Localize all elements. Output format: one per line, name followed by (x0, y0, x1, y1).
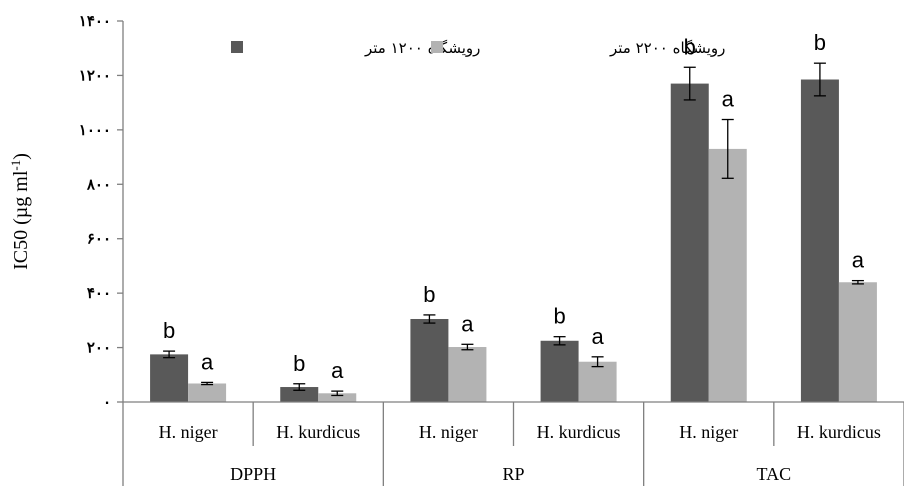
y-tick-label: ٠ (103, 393, 111, 411)
bar (410, 318, 449, 402)
significance-letter: b (553, 304, 565, 329)
y-tick-label: ١٢٠٠ (79, 66, 111, 84)
bar (708, 148, 747, 402)
y-axis-title-close: ) (10, 153, 32, 160)
y-tick-label: ٢٠٠ (87, 339, 111, 357)
bar (448, 347, 487, 402)
significance-letter: b (684, 34, 696, 59)
y-tick-label: ۴٠٠ (87, 284, 111, 302)
y-tick-label: ١٠٠٠ (79, 121, 111, 139)
x-group-label: DPPH (230, 464, 276, 484)
bar (280, 387, 319, 402)
bar (188, 383, 227, 402)
significance-letter: a (852, 248, 865, 273)
legend-swatch (431, 41, 443, 53)
bar (800, 79, 839, 402)
significance-letter: a (461, 311, 474, 336)
significance-letter: a (201, 349, 214, 374)
significance-letter: a (722, 87, 735, 112)
x-category-label: H. niger (419, 422, 478, 442)
significance-letter: b (814, 30, 826, 55)
significance-letter: a (331, 358, 344, 383)
y-tick-label: ٨٠٠ (86, 175, 111, 193)
significance-letter: b (293, 351, 305, 376)
x-category-label: H. kurdicus (537, 422, 621, 442)
x-group-label: RP (502, 464, 524, 484)
bar (318, 393, 357, 402)
significance-letter: a (591, 324, 604, 349)
x-category-label: H. kurdicus (276, 422, 360, 442)
legend-label: رویشگاه ١٢٠٠ متر (364, 39, 480, 57)
x-axis: H. niger H. kurdicus H. niger H. kurdicus H.… (122, 401, 904, 486)
x-group-label: TAC (757, 464, 792, 484)
bar (670, 83, 709, 402)
y-axis-title-sup: -1 (8, 160, 23, 171)
bars: b a b a b a b a b a b a (150, 30, 877, 402)
x-category-label: H. niger (679, 422, 738, 442)
y-axis-title: IC50 (µg ml-1) (8, 153, 33, 270)
legend-swatch (231, 41, 243, 53)
y-tick-label: ١۴٠٠ (79, 12, 111, 30)
y-axis-title-main: IC50 (µg ml (10, 170, 32, 270)
x-category-label: H. kurdicus (797, 422, 881, 442)
legend: رویشگاه ١٢٠٠ متر رویشگاه ٢٢٠٠ متر (231, 39, 725, 57)
bar (540, 340, 579, 402)
significance-letter: b (163, 318, 175, 343)
x-category-label: H. niger (159, 422, 218, 442)
bar (150, 354, 189, 402)
y-tick-label: ۶٠٠ (87, 230, 111, 248)
y-axis: ٠ ٢٠٠ ۴٠٠ ۶٠٠ ٨٠٠ ١٠٠٠ ١٢٠٠ ١۴٠٠ (79, 12, 124, 411)
legend-label: رویشگاه ٢٢٠٠ متر (609, 39, 725, 57)
bar (578, 361, 617, 402)
bar (838, 282, 877, 402)
significance-letter: b (423, 282, 435, 307)
